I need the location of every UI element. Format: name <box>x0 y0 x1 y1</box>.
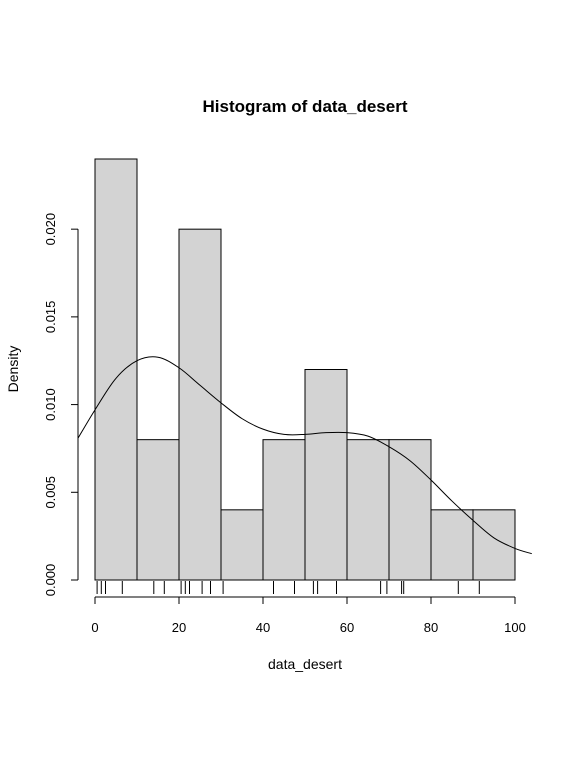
histogram-bar-3 <box>220 509 264 581</box>
histogram-bar-2 <box>178 228 222 581</box>
histogram-bar-6 <box>346 439 390 581</box>
histogram-bar-1 <box>136 439 180 581</box>
chart-title: Histogram of data_desert <box>203 97 408 116</box>
x-axis: 0 20 40 60 80 100 <box>91 596 526 635</box>
y-tick-label-3: 0.015 <box>43 301 58 334</box>
histogram-bar-0 <box>94 158 138 581</box>
y-tick-label-0: 0.000 <box>43 564 58 597</box>
x-tick-label-2: 40 <box>256 620 270 635</box>
y-tick-label-1: 0.005 <box>43 476 58 509</box>
x-tick-label-0: 0 <box>91 620 98 635</box>
histogram-bar-7 <box>388 439 432 581</box>
density-curve <box>78 356 532 555</box>
y-axis-label: Density <box>5 346 21 393</box>
rug-layer <box>96 581 480 594</box>
x-tick-label-1: 20 <box>172 620 186 635</box>
density-curve-layer <box>78 356 532 555</box>
x-tick-label-4: 80 <box>424 620 438 635</box>
bars-layer <box>94 158 516 581</box>
histogram-bar-9 <box>472 509 516 581</box>
x-tick-label-3: 60 <box>340 620 354 635</box>
x-tick-label-5: 100 <box>504 620 526 635</box>
y-tick-label-4: 0.020 <box>43 213 58 246</box>
y-tick-label-2: 0.010 <box>43 388 58 421</box>
histogram-bar-8 <box>430 509 474 581</box>
x-axis-label: data_desert <box>268 656 342 672</box>
histogram-bar-4 <box>262 439 306 581</box>
y-axis: 0.000 0.005 0.010 0.015 0.020 <box>43 213 79 597</box>
histogram-bar-5 <box>304 369 348 581</box>
